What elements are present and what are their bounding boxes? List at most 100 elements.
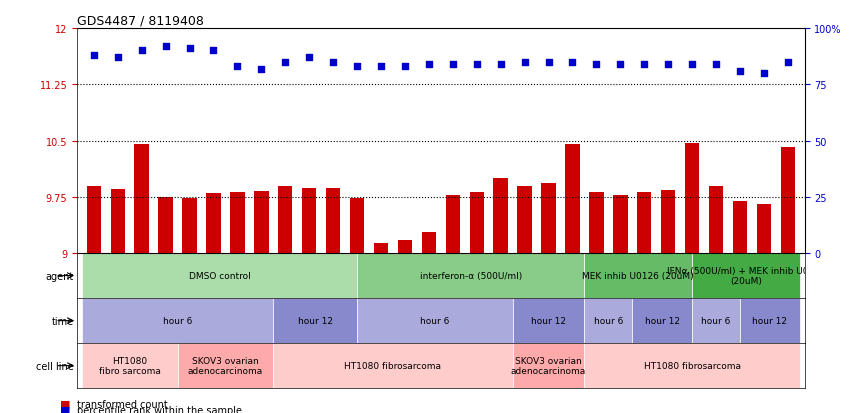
Text: hour 12: hour 12 xyxy=(298,316,333,325)
FancyBboxPatch shape xyxy=(177,343,273,388)
Bar xyxy=(565,145,580,254)
Point xyxy=(566,59,580,66)
Point xyxy=(781,59,794,66)
Point xyxy=(254,66,268,73)
FancyBboxPatch shape xyxy=(585,254,693,298)
Point xyxy=(686,62,699,68)
Text: ■: ■ xyxy=(60,399,70,409)
Bar xyxy=(86,186,101,254)
Point xyxy=(326,59,340,66)
Bar xyxy=(637,192,651,254)
Text: cell line: cell line xyxy=(36,361,74,371)
Bar xyxy=(517,186,532,254)
Text: hour 6: hour 6 xyxy=(701,316,731,325)
Point xyxy=(542,59,556,66)
Point xyxy=(757,71,770,77)
Bar xyxy=(110,190,125,254)
Bar xyxy=(230,192,245,254)
Bar xyxy=(278,186,293,254)
Text: transformed count: transformed count xyxy=(77,399,168,409)
Text: HT1080 fibrosarcoma: HT1080 fibrosarcoma xyxy=(344,361,442,370)
Bar xyxy=(422,233,436,254)
FancyBboxPatch shape xyxy=(740,298,800,343)
Text: SKOV3 ovarian
adenocarcinoma: SKOV3 ovarian adenocarcinoma xyxy=(511,356,586,375)
Text: DMSO control: DMSO control xyxy=(188,271,250,280)
FancyBboxPatch shape xyxy=(357,254,585,298)
Point xyxy=(87,52,101,59)
Point xyxy=(470,62,484,68)
Bar xyxy=(757,204,771,254)
Text: SKOV3 ovarian
adenocarcinoma: SKOV3 ovarian adenocarcinoma xyxy=(187,356,263,375)
Text: interferon-α (500U/ml): interferon-α (500U/ml) xyxy=(419,271,522,280)
Text: IFNα (500U/ml) + MEK inhib U0126
(20uM): IFNα (500U/ml) + MEK inhib U0126 (20uM) xyxy=(667,266,825,286)
FancyBboxPatch shape xyxy=(82,343,177,388)
Bar xyxy=(326,188,341,254)
Point xyxy=(638,62,651,68)
Bar xyxy=(182,198,197,254)
FancyBboxPatch shape xyxy=(82,254,357,298)
Point xyxy=(710,62,723,68)
Point xyxy=(374,64,388,70)
Text: hour 6: hour 6 xyxy=(163,316,193,325)
Bar xyxy=(781,147,795,254)
Bar xyxy=(470,192,484,254)
Point xyxy=(278,59,292,66)
Bar xyxy=(613,195,627,254)
Bar xyxy=(302,188,317,254)
Text: time: time xyxy=(51,316,74,326)
Bar xyxy=(661,191,675,254)
FancyBboxPatch shape xyxy=(273,343,513,388)
Point xyxy=(134,48,148,55)
Point xyxy=(350,64,364,70)
Text: hour 6: hour 6 xyxy=(420,316,449,325)
Bar xyxy=(494,179,508,254)
Point xyxy=(662,62,675,68)
FancyBboxPatch shape xyxy=(585,298,633,343)
Point xyxy=(518,59,532,66)
FancyBboxPatch shape xyxy=(693,254,800,298)
Bar xyxy=(158,197,173,254)
Text: hour 6: hour 6 xyxy=(594,316,623,325)
Point xyxy=(590,62,603,68)
Bar xyxy=(254,191,269,254)
Bar xyxy=(134,145,149,254)
Point xyxy=(446,62,460,68)
FancyBboxPatch shape xyxy=(513,298,585,343)
Point xyxy=(182,46,196,52)
FancyBboxPatch shape xyxy=(357,298,513,343)
Bar xyxy=(709,186,723,254)
FancyBboxPatch shape xyxy=(82,298,273,343)
Bar xyxy=(398,241,412,254)
Point xyxy=(734,68,747,75)
Text: HT1080 fibrosarcoma: HT1080 fibrosarcoma xyxy=(644,361,740,370)
Point xyxy=(302,55,316,62)
Text: GDS4487 / 8119408: GDS4487 / 8119408 xyxy=(77,15,204,28)
Bar xyxy=(350,199,365,254)
Bar xyxy=(733,202,747,254)
Text: hour 12: hour 12 xyxy=(645,316,680,325)
FancyBboxPatch shape xyxy=(273,298,357,343)
Bar xyxy=(541,184,556,254)
Bar xyxy=(206,194,221,254)
Text: MEK inhib U0126 (20uM): MEK inhib U0126 (20uM) xyxy=(582,271,694,280)
Point xyxy=(494,62,508,68)
Text: HT1080
fibro sarcoma: HT1080 fibro sarcoma xyxy=(98,356,161,375)
FancyBboxPatch shape xyxy=(513,343,585,388)
Text: ■: ■ xyxy=(60,405,70,413)
Bar xyxy=(446,195,460,254)
Bar xyxy=(374,243,388,254)
Text: hour 12: hour 12 xyxy=(531,316,566,325)
Text: agent: agent xyxy=(45,271,74,281)
Point xyxy=(422,62,436,68)
Text: hour 12: hour 12 xyxy=(752,316,788,325)
FancyBboxPatch shape xyxy=(633,298,693,343)
Point xyxy=(398,64,412,70)
Point xyxy=(206,48,220,55)
Point xyxy=(111,55,125,62)
Point xyxy=(614,62,627,68)
FancyBboxPatch shape xyxy=(585,343,800,388)
Point xyxy=(230,64,244,70)
FancyBboxPatch shape xyxy=(693,298,740,343)
Point xyxy=(158,43,172,50)
Bar xyxy=(589,193,603,254)
